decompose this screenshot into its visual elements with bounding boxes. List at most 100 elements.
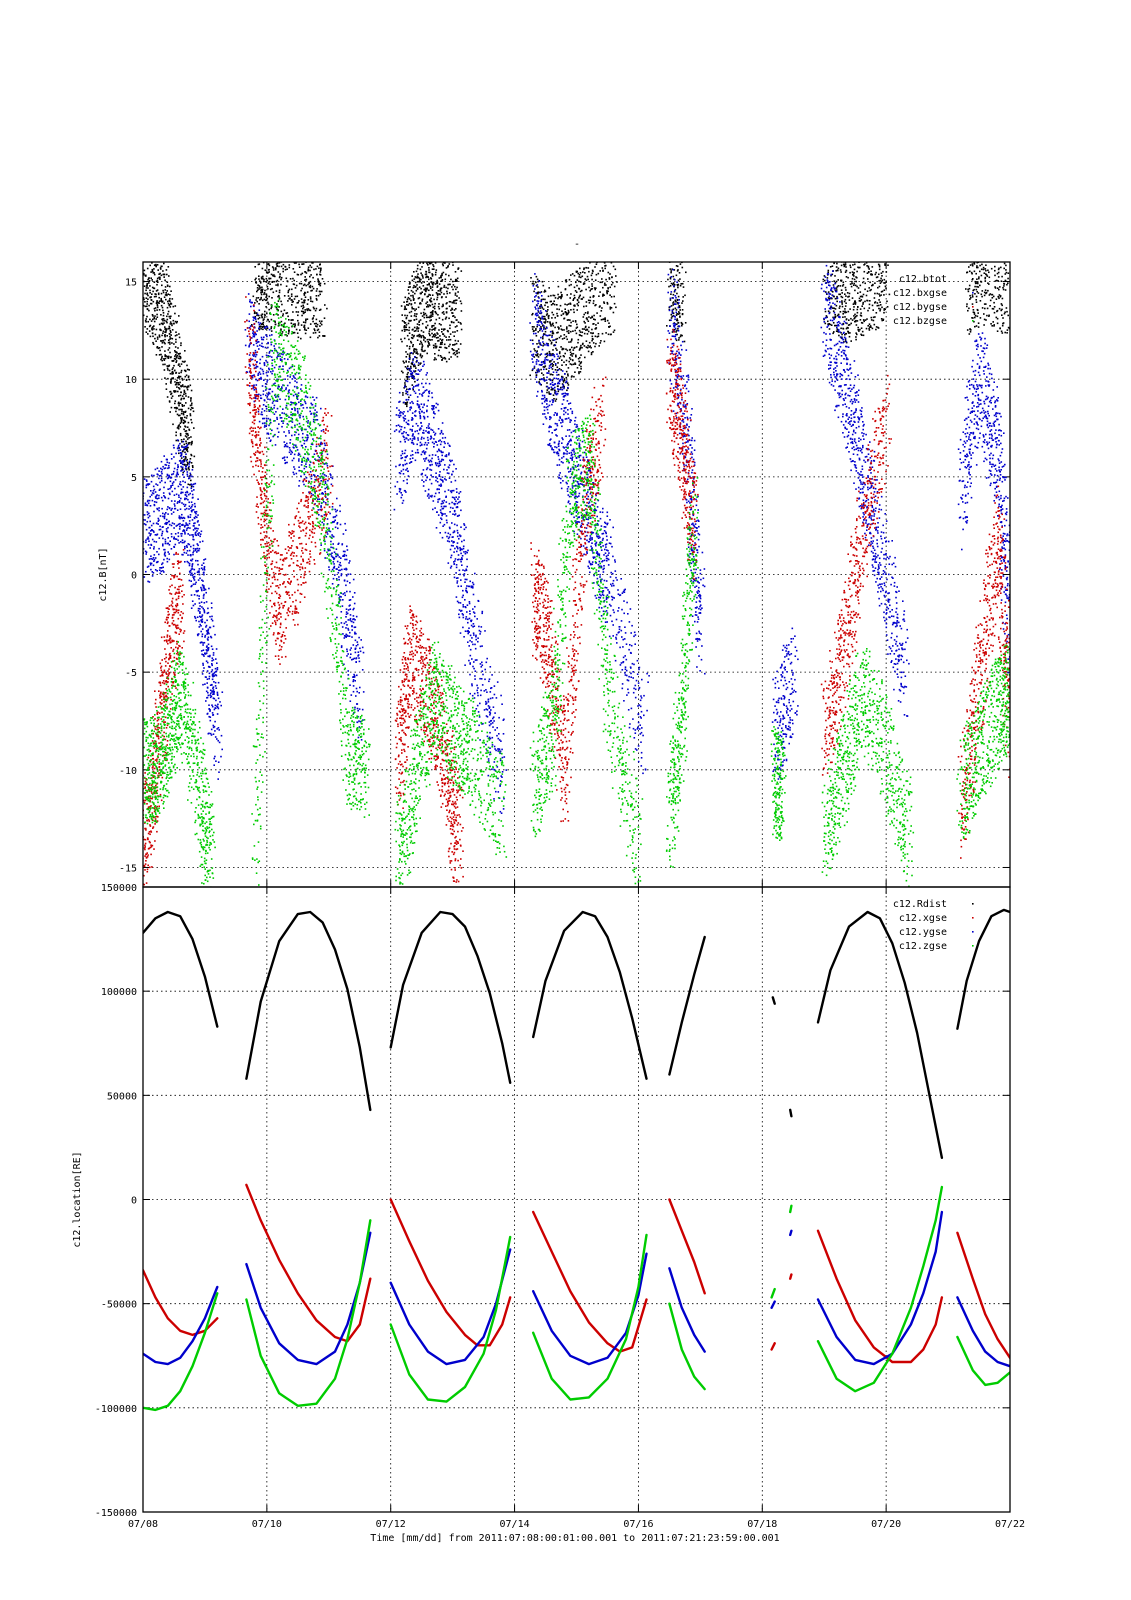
data-point [570,352,572,354]
data-point [678,337,680,339]
data-point [266,248,268,250]
data-point [569,279,571,281]
data-point [580,354,582,356]
data-point [987,290,989,292]
data-point [985,249,987,251]
data-point [148,238,150,240]
data-point [842,297,844,299]
data-point [217,692,219,694]
data-point [594,346,596,348]
data-point [404,309,406,311]
data-point [420,313,422,315]
data-point [175,400,177,402]
data-point [425,271,427,273]
data-point [591,275,593,277]
data-point [436,319,438,321]
data-point [833,263,835,265]
data-point [259,317,261,319]
data-point [145,542,147,544]
data-point [449,328,451,330]
data-point [180,426,182,428]
data-point [418,256,420,258]
data-point [275,259,277,261]
data-point [211,602,213,604]
data-point [283,244,285,246]
data-point [591,285,593,287]
data-point [305,279,307,281]
data-point [988,234,990,236]
data-point [162,270,164,272]
data-point [450,339,452,341]
data-point [881,233,883,235]
data-point [452,309,454,311]
data-point [998,226,1000,228]
data-point [412,389,414,391]
data-point [173,306,175,308]
data-point [157,498,159,500]
data-point [168,311,170,313]
data-point [980,247,982,249]
data-point [175,391,177,393]
data-point [430,251,432,253]
data-point [259,238,261,240]
data-point [615,232,617,234]
data-point [568,341,570,343]
data-point [556,313,558,315]
data-point [978,322,980,324]
data-point [157,523,159,525]
data-point [857,312,859,314]
data-point [294,298,296,300]
data-point [188,422,190,424]
data-point [209,655,211,657]
data-point [836,281,838,283]
data-point [310,285,312,287]
data-point [289,289,291,291]
data-point [290,251,292,253]
data-point [429,252,431,254]
data-point [579,274,581,276]
data-point [577,279,579,281]
data-point [170,357,172,359]
data-point [320,248,322,250]
data-point [613,312,615,314]
data-point [588,271,590,273]
data-point [271,288,273,290]
data-point [592,248,594,250]
data-point [296,329,298,331]
data-point [306,272,308,274]
data-point [993,308,995,310]
data-point [271,326,273,328]
data-point [986,243,988,245]
data-point [171,453,173,455]
data-point [835,308,837,310]
data-point [166,322,168,324]
data-point [583,283,585,285]
data-point [572,320,574,322]
data-point [198,532,200,534]
data-point [181,533,183,535]
y-tick-label: 10 [125,375,137,386]
data-point [1000,267,1002,269]
data-point [544,366,546,368]
data-point [208,644,210,646]
data-point [294,271,296,273]
data-point [305,319,307,321]
data-point [148,517,150,519]
data-point [823,252,825,254]
data-point [148,310,150,312]
data-point [319,232,321,234]
data-point [866,230,868,232]
data-point [597,245,599,247]
data-point [836,266,838,268]
data-point [208,647,210,649]
data-point [598,273,600,275]
data-point [310,235,312,237]
data-point [584,328,586,330]
data-point [537,353,539,355]
data-point [271,256,273,258]
data-point [680,257,682,259]
data-point [210,720,212,722]
data-point [535,329,537,331]
data-point [453,284,455,286]
data-point [184,444,186,446]
